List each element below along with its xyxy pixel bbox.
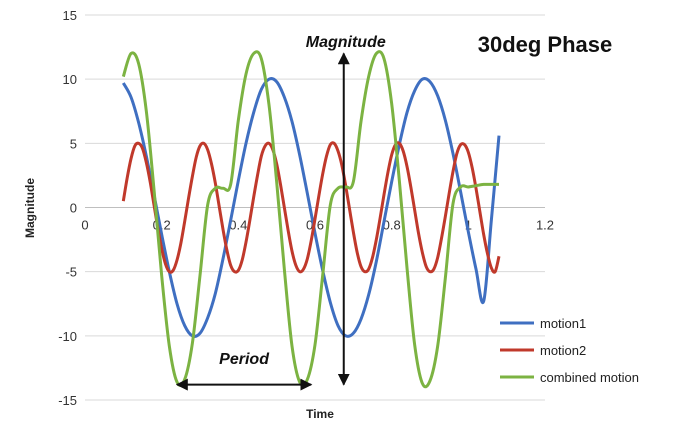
legend-label-combined-motion: combined motion (540, 370, 639, 385)
y-tick-label: -5 (65, 265, 77, 280)
y-tick-label: 15 (63, 8, 77, 23)
x-tick-label: 0.8 (383, 218, 401, 233)
y-tick-label: 10 (63, 72, 77, 87)
legend-label-motion2: motion2 (540, 343, 586, 358)
legend-label-motion1: motion1 (540, 316, 586, 331)
annotations: Magnitude Period (175, 34, 386, 391)
x-tick-label: 0.4 (229, 218, 247, 233)
legend: motion1 motion2 combined motion (500, 316, 639, 385)
y-axis-title: Magnitude (23, 178, 37, 238)
y-tick-labels: 15 10 5 0 -5 -10 -15 (58, 8, 77, 408)
chart-title: 30deg Phase (478, 32, 613, 57)
magnitude-annotation: Magnitude (306, 34, 386, 51)
x-tick-label: 1.2 (536, 218, 554, 233)
y-tick-label: 0 (70, 201, 77, 216)
period-annotation: Period (219, 351, 270, 368)
y-tick-label: -10 (58, 329, 77, 344)
series-line-motion2 (121, 141, 501, 274)
y-tick-label: 5 (70, 136, 77, 151)
y-tick-label: -15 (58, 393, 77, 408)
x-tick-label: 0 (81, 218, 88, 233)
x-axis-title: Time (306, 407, 334, 421)
